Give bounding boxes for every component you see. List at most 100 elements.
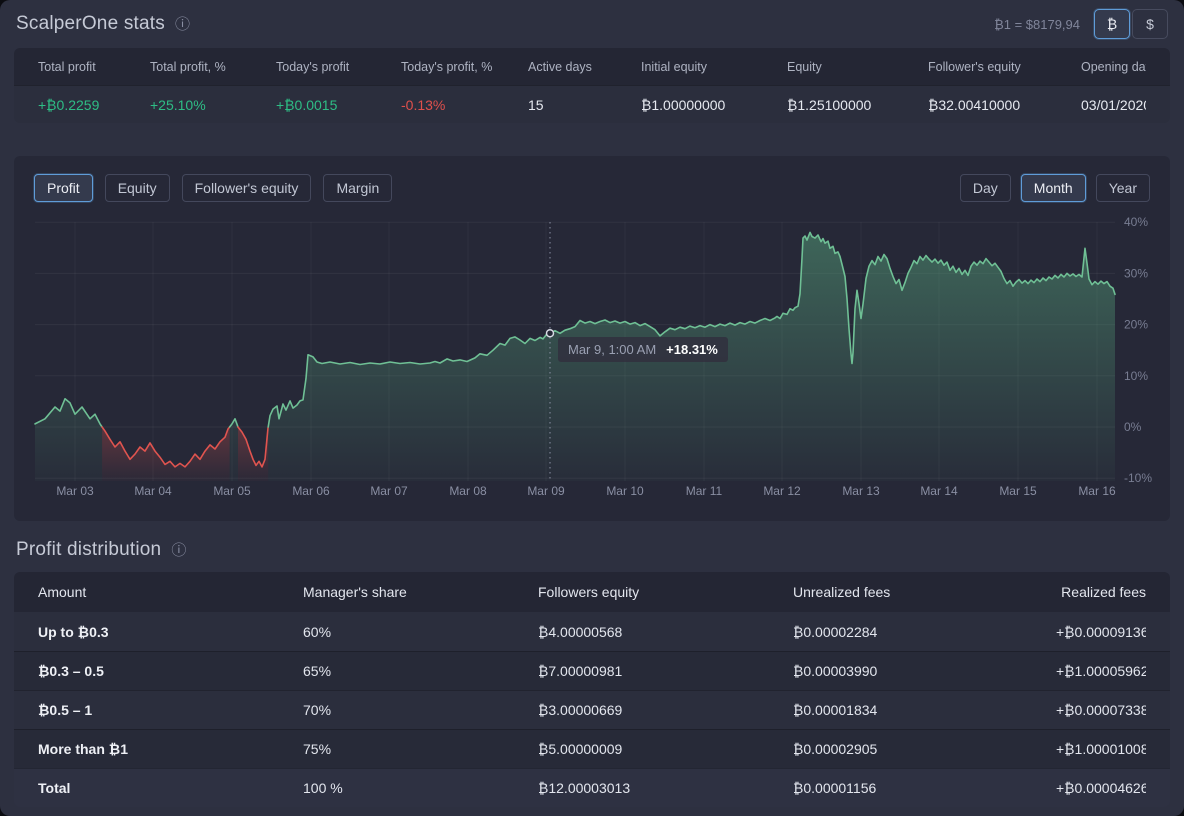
x-axis-label: Mar 13 [842, 484, 880, 498]
y-axis-label: 0% [1124, 420, 1142, 434]
table-cell: Total [38, 780, 303, 796]
page-title: ScalperOne stats [16, 13, 165, 35]
x-axis-label: Mar 07 [370, 484, 408, 498]
y-axis-label: 20% [1124, 318, 1148, 332]
table-row: Total100 %₿12.00003013₿0.00001156+₿0.000… [14, 768, 1170, 807]
table-cell: Follower's equity [928, 60, 1081, 74]
x-axis-label: Mar 15 [999, 484, 1037, 498]
table-cell: ₿0.00001156 [793, 780, 1056, 796]
table-cell: +₿0.00007338 [1056, 702, 1146, 718]
chart-area-fill [102, 427, 230, 481]
table-cell: ₿0.00002905 [793, 741, 1056, 757]
distribution-header-row: AmountManager's shareFollowers equityUnr… [14, 572, 1170, 612]
table-cell: Today's profit, % [401, 60, 528, 74]
table-row: More than ₿175%₿5.00000009₿0.00002905+₿1… [14, 729, 1170, 768]
y-axis-label: 10% [1124, 369, 1148, 383]
range-year[interactable]: Year [1096, 174, 1150, 202]
usd-currency-button[interactable]: $ [1132, 9, 1168, 39]
hover-marker [547, 330, 554, 337]
table-cell: Up to ₿0.3 [38, 624, 303, 640]
tab-margin[interactable]: Margin [323, 174, 392, 202]
chart-area-fill [238, 427, 268, 481]
x-axis-label: Mar 14 [920, 484, 958, 498]
table-cell: 03/01/2020 [1081, 97, 1146, 113]
btc-currency-button[interactable]: ₿ [1094, 9, 1130, 39]
table-cell: ₿3.00000669 [538, 702, 793, 718]
table-cell: 100 % [303, 780, 538, 796]
range-day[interactable]: Day [960, 174, 1011, 202]
table-cell: Equity [787, 60, 928, 74]
chart-area-fill [35, 399, 102, 481]
x-axis-label: Mar 12 [763, 484, 801, 498]
range-month[interactable]: Month [1021, 174, 1086, 202]
app-window: ScalperOne stats ⓘ ₿1 = $8179,94 ₿$ Tota… [0, 0, 1184, 816]
y-axis-label: 30% [1124, 266, 1148, 280]
table-cell: -0.13% [401, 97, 528, 113]
tab-equity[interactable]: Equity [105, 174, 170, 202]
table-cell: ₿7.00000981 [538, 663, 793, 679]
table-cell: ₿1.00000000 [641, 97, 787, 113]
table-cell: Active days [528, 60, 641, 74]
table-cell: ₿0.00001834 [793, 702, 1056, 718]
tab-profit[interactable]: Profit [34, 174, 93, 202]
table-cell: ₿0.00002284 [793, 624, 1056, 640]
table-cell: 70% [303, 702, 538, 718]
distribution-title: Profit distribution [16, 539, 161, 561]
distribution-header: Profit distribution ⓘ [16, 539, 1168, 561]
table-cell: Unrealized fees [793, 584, 1056, 600]
app-header: ScalperOne stats ⓘ ₿1 = $8179,94 ₿$ [0, 0, 1184, 48]
table-cell: Realized fees [1056, 584, 1146, 600]
stats-table: Total profitTotal profit, %Today's profi… [14, 48, 1170, 123]
x-axis-label: Mar 10 [606, 484, 644, 498]
table-cell: Initial equity [641, 60, 787, 74]
table-cell: +₿0.0015 [276, 97, 401, 113]
table-cell: Followers equity [538, 584, 793, 600]
tooltip-time: Mar 9, 1:00 AM [568, 342, 656, 357]
table-cell: 75% [303, 741, 538, 757]
x-axis-label: Mar 03 [56, 484, 94, 498]
x-axis-label: Mar 06 [292, 484, 330, 498]
table-cell: Manager's share [303, 584, 538, 600]
table-cell: ₿0.00003990 [793, 663, 1056, 679]
currency-toggle: ₿$ [1092, 9, 1168, 39]
table-cell: +₿0.00009136 [1056, 624, 1146, 640]
y-axis-label: -10% [1124, 471, 1152, 485]
x-axis-label: Mar 09 [527, 484, 565, 498]
chart-tooltip: Mar 9, 1:00 AM +18.31% [558, 337, 728, 362]
info-icon[interactable]: ⓘ [171, 543, 186, 558]
table-cell: +₿0.00004626 [1056, 780, 1146, 796]
stats-value-row: +₿0.2259+25.10%+₿0.0015-0.13%15₿1.000000… [14, 85, 1170, 123]
chart-toolbar: Profit Equity Follower's equity Margin Day M… [14, 156, 1170, 202]
table-cell: More than ₿1 [38, 741, 303, 757]
table-row: Up to ₿0.360%₿4.00000568₿0.00002284+₿0.0… [14, 612, 1170, 651]
table-cell: 15 [528, 97, 641, 113]
chart-tabs: Profit Equity Follower's equity Margin [34, 174, 392, 202]
table-cell: ₿1.25100000 [787, 97, 928, 113]
table-cell: ₿12.00003013 [538, 780, 793, 796]
profit-chart[interactable]: 40%30%20%10%0%-10%Mar 03Mar 04Mar 05Mar … [14, 211, 1170, 511]
table-cell: ₿4.00000568 [538, 624, 793, 640]
table-row: ₿0.5 – 170%₿3.00000669₿0.00001834+₿0.000… [14, 690, 1170, 729]
chart-area-fill [230, 419, 238, 481]
stats-header-row: Total profitTotal profit, %Today's profi… [14, 48, 1170, 85]
table-cell: ₿5.00000009 [538, 741, 793, 757]
tab-followers-equity[interactable]: Follower's equity [182, 174, 312, 202]
info-icon[interactable]: ⓘ [175, 17, 190, 32]
exchange-rate: ₿1 = $8179,94 [994, 17, 1080, 32]
x-axis-label: Mar 04 [134, 484, 172, 498]
x-axis-label: Mar 05 [213, 484, 251, 498]
x-axis-label: Mar 16 [1078, 484, 1116, 498]
table-cell: ₿0.3 – 0.5 [38, 663, 303, 679]
x-axis-label: Mar 08 [449, 484, 487, 498]
tooltip-value: +18.31% [666, 342, 718, 357]
chart-panel: Profit Equity Follower's equity Margin Day M… [14, 156, 1170, 521]
table-cell: 60% [303, 624, 538, 640]
range-toggle: Day Month Year [960, 174, 1150, 202]
table-cell: Amount [38, 584, 303, 600]
table-cell: ₿0.5 – 1 [38, 702, 303, 718]
table-cell: +₿1.00001008 [1056, 741, 1146, 757]
table-cell: ₿32.00410000 [928, 97, 1081, 113]
table-cell: +25.10% [150, 97, 276, 113]
table-cell: Total profit [38, 60, 150, 74]
table-cell: 65% [303, 663, 538, 679]
